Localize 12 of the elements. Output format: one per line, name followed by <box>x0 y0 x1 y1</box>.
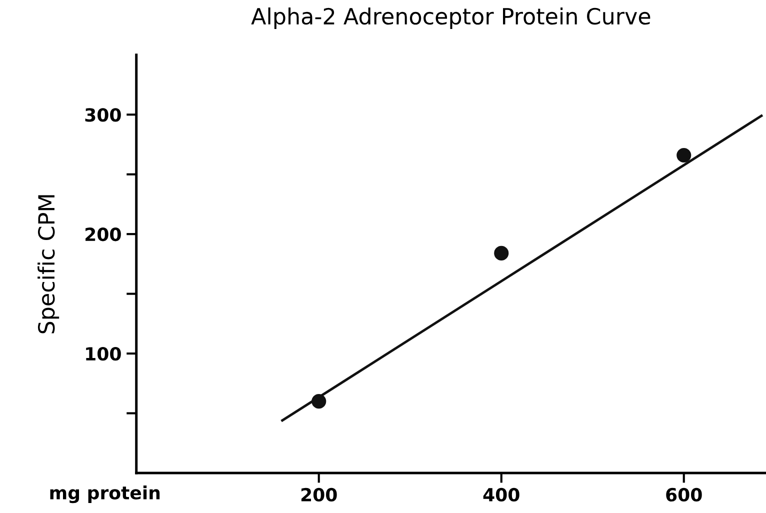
point <box>312 394 326 409</box>
x-tick-label: 600 <box>666 488 702 502</box>
x-tick-label: 200 <box>301 488 337 502</box>
x-axis-title: mg protein <box>50 486 160 504</box>
y-axis-title: Specific CPM <box>38 195 60 334</box>
x-tick-label: 400 <box>483 488 520 502</box>
point <box>494 246 509 260</box>
point <box>676 148 692 163</box>
y-tick-label: 100 <box>86 346 121 361</box>
y-tick-label: 300 <box>85 108 121 122</box>
chart-title: Alpha-2 Adrenoceptor Protein Curve <box>251 7 650 29</box>
y-tick-label: 200 <box>86 228 121 242</box>
